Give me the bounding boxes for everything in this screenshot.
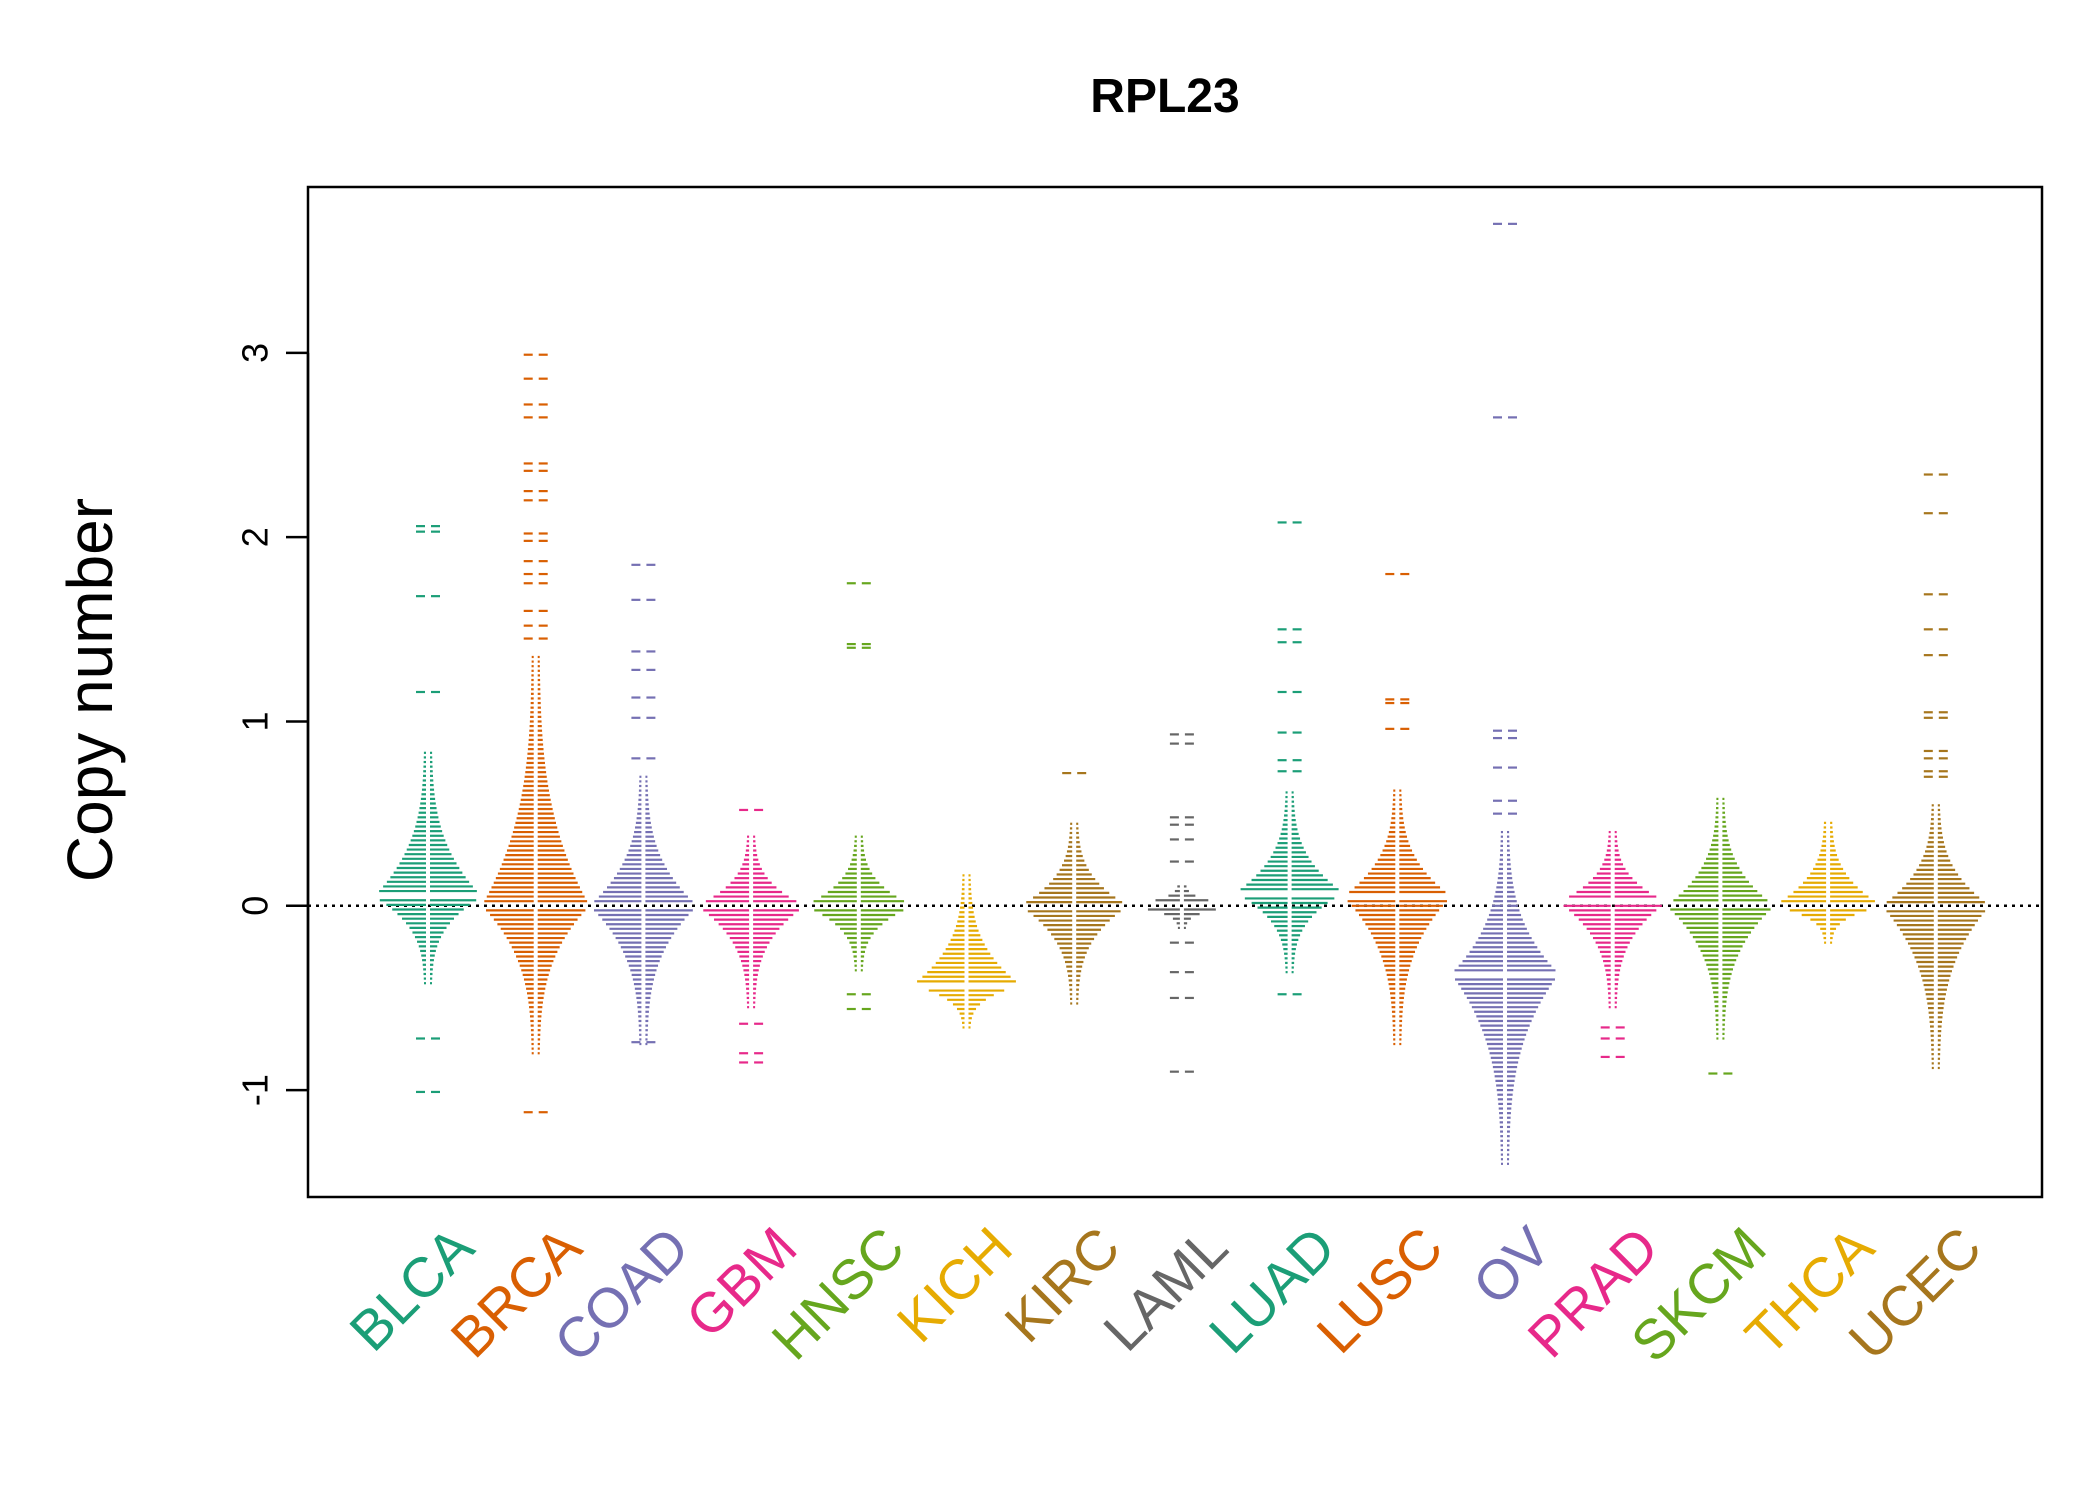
y-axis-label: Copy number — [54, 498, 126, 882]
swarm-coad — [593, 563, 693, 1046]
category-label-lusc: LUSC — [1304, 1215, 1454, 1365]
swarm-kirc — [1026, 771, 1123, 1005]
swarm-hnsc — [813, 582, 905, 1011]
swarm-ov — [1454, 222, 1556, 1165]
y-tick-label: 0 — [235, 896, 276, 916]
swarm-laml — [1147, 733, 1216, 1073]
swarm-ucec — [1886, 473, 1986, 1070]
swarm-kich — [917, 874, 1016, 1029]
chart-title: RPL23 — [1090, 70, 1239, 123]
y-tick-label: -1 — [235, 1074, 276, 1106]
swarm-luad — [1240, 521, 1339, 996]
swarm-gbm — [703, 808, 799, 1064]
swarm-brca — [484, 353, 588, 1114]
swarm-prad — [1563, 830, 1662, 1059]
plot-frame — [306, 185, 2044, 1199]
category-label-kich: KICH — [885, 1215, 1024, 1354]
category-label-luad: LUAD — [1197, 1215, 1347, 1365]
swarm-skcm — [1670, 797, 1771, 1075]
y-tick-label: 2 — [235, 527, 276, 547]
y-axis: -1 0 1 2 3 — [235, 343, 310, 1106]
y-tick-label: 1 — [235, 711, 276, 731]
swarm-blca — [379, 525, 477, 1094]
swarm-thca — [1781, 821, 1875, 944]
y-tick-label: 3 — [235, 343, 276, 363]
swarm-lusc — [1347, 572, 1447, 1046]
plot-area — [308, 222, 2042, 1165]
